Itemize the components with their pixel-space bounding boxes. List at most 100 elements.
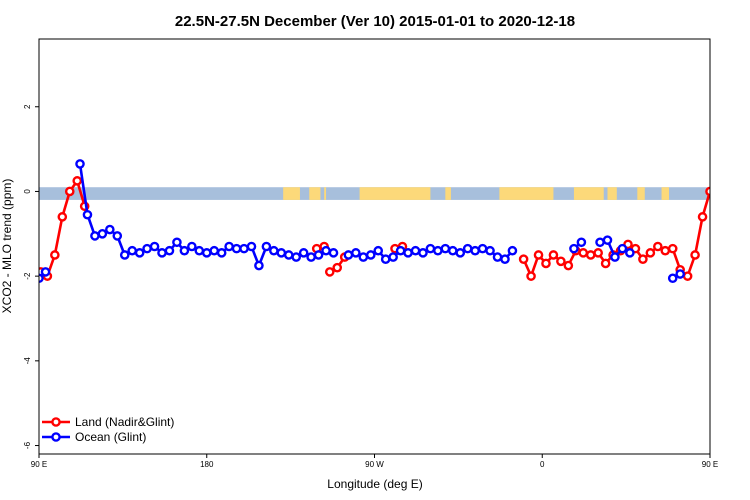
ocean-data-point [254,260,264,271]
land-data-point [660,245,671,256]
land-data-point [682,271,693,281]
x-tick-label: 90 E [31,460,47,469]
ocean-data-point [209,245,220,256]
ocean-data-point [610,252,620,262]
land-data-point [72,176,83,186]
ocean-data-point [365,250,376,260]
land-data-point [548,250,559,260]
ocean-data-point [261,241,272,252]
ocean-data-point [462,243,473,254]
land-data-point [50,250,60,260]
land-data-point [593,248,603,258]
ocean-data-point [127,245,137,256]
ocean-data-point [306,252,316,262]
land-data-point [526,271,536,281]
ocean-data-point [433,245,443,256]
land-data-point [600,258,611,269]
ocean-data-point [470,245,480,256]
series-layer [39,159,750,284]
ocean-data-point [298,248,309,258]
ocean-data-point [569,243,579,254]
x-axis-label: Longitude (deg E) [327,477,422,491]
land-band-segment-7 [607,187,617,200]
ocean-data-point [149,241,160,252]
ocean-data-point [716,160,723,167]
ocean-data-point [418,248,428,258]
land-band-segment-8 [637,187,645,200]
land-data-point [541,258,551,269]
ocean-data-point [179,245,190,256]
ocean-data-point [313,250,324,260]
ocean-data-point [410,245,421,256]
ocean-data-point [447,245,458,256]
ocean-data-point [425,243,436,254]
ocean-data-point [82,209,93,220]
land-band-segment-2 [324,187,327,200]
x-axis: 90 E 180 90 W 0 90 E [31,454,718,469]
x-tick-label: 180 [200,460,214,469]
legend-land-marker [51,417,61,427]
land-data-point [563,260,574,271]
land-data-point [697,212,708,222]
ocean-data-point [358,252,369,262]
land-data-point [705,186,710,197]
ocean-data-point [500,254,510,265]
ocean-data-point [75,159,85,169]
y-tick-label: -4 [23,357,32,365]
ocean-data-point [455,248,466,258]
ocean-data-point [216,248,227,258]
ocean-data-point [269,245,279,256]
legend-land-label: Land (Nadir&Glint) [75,415,174,429]
ocean-data-point [617,243,628,254]
land-band-segment-9 [661,187,669,200]
ocean-series-line [719,164,750,255]
land-data-point [64,186,75,197]
land-data-point [578,248,589,258]
ocean-data-point [625,248,635,258]
ocean-data-point [380,254,391,265]
ocean-data-point [321,245,331,256]
ocean-data-point [119,250,130,260]
ocean-data-point [738,230,745,237]
land-band-segment-0 [283,187,300,200]
land-band-segment-6 [573,187,604,200]
ocean-data-point [440,243,451,254]
y-tick-label: -2 [23,272,32,280]
legend: Land (Nadir&Glint)Ocean (Glint) [42,415,174,444]
legend-ocean-marker [51,432,61,442]
ocean-data-point [485,245,495,256]
ocean-data-point [403,248,413,258]
land-data-point [653,241,663,252]
y-axis: 2 0 -2 -4 -6 [23,104,39,449]
ocean-data-point [40,267,51,277]
ocean-data-point [97,228,108,239]
ocean-data-point [246,241,257,252]
land-ocean-band [39,187,710,200]
land-data-point [638,254,648,265]
land-data-point [585,250,596,260]
land-data-point [324,267,335,277]
ocean-data-point [187,241,197,252]
ocean-data-point [723,211,730,218]
land-data-point [667,243,678,254]
legend-ocean-label: Ocean (Glint) [75,430,146,444]
ocean-data-point [157,248,167,258]
land-band-segment-1 [309,187,321,200]
ocean-data-point [90,231,100,241]
land-data-point [57,212,68,222]
land-band-segment-4 [445,187,451,200]
ocean-data-point [201,248,212,258]
ocean-data-point [477,243,488,254]
x-tick-label: 90 E [702,460,718,469]
y-tick-label: 0 [23,189,32,194]
land-data-point [721,203,728,210]
land-data-point [518,254,529,265]
ocean-data-point [194,245,205,256]
land-data-point [645,248,656,258]
y-tick-label: 2 [23,104,32,109]
ocean-data-point [602,235,613,245]
land-data-point [556,256,566,267]
y-axis-label: XCO2 - MLO trend (ppm) [0,179,14,314]
ocean-data-point [395,245,406,256]
